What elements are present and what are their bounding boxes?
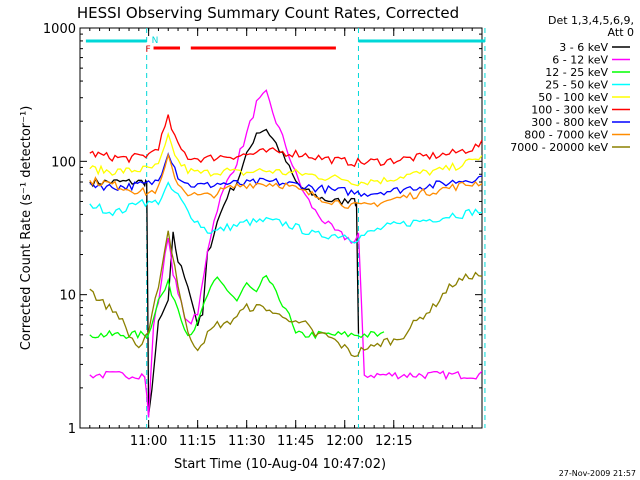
- x-axis: 11:00 11:15 11:30 11:45 12:00 12:15: [79, 28, 483, 449]
- x-tick-label: 11:45: [277, 434, 314, 449]
- series-line-3: [89, 181, 482, 244]
- x-axis-label: Start Time (10-Aug-04 10:47:02): [174, 457, 386, 472]
- legend-entry-label: 800 - 7000 keV: [524, 129, 608, 142]
- series-line-1: [89, 89, 482, 418]
- legend-entry-label: 6 - 12 keV: [552, 54, 608, 67]
- legend-entry-label: 100 - 300 keV: [531, 104, 608, 117]
- legend-entry-label: 12 - 25 keV: [545, 66, 608, 79]
- y-tick-label: 1000: [43, 22, 76, 37]
- legend-header-line1: Det 1,3,4,5,6,9,: [548, 14, 634, 27]
- y-tick-label: 100: [51, 155, 76, 170]
- flag-label-F: F: [146, 45, 151, 55]
- series-line-2: [89, 274, 385, 340]
- flag-bars: FN: [85, 28, 486, 428]
- legend-entry-label: 3 - 6 keV: [559, 41, 608, 54]
- series-line-6: [89, 152, 482, 198]
- footer-timestamp: 27-Nov-2009 21:57: [559, 469, 636, 478]
- plot-frame: [79, 27, 483, 429]
- y-tick-label: 1: [68, 422, 76, 437]
- legend-entry-label: 300 - 800 keV: [531, 116, 608, 129]
- series-line-0: [89, 128, 360, 416]
- x-tick-label: 11:30: [228, 434, 265, 449]
- legend-entry-label: 7000 - 20000 keV: [510, 141, 608, 154]
- legend-entry-label: 50 - 100 keV: [538, 91, 608, 104]
- series-line-8: [89, 230, 482, 358]
- x-tick-label: 12:00: [326, 434, 363, 449]
- y-axis-label: Corrected Count Rate (s⁻¹ detector⁻¹): [19, 106, 34, 351]
- series-line-4: [89, 131, 482, 187]
- chart-title: HESSI Observing Summary Count Rates, Cor…: [77, 4, 459, 22]
- y-axis: 1 10 100 1000: [43, 22, 482, 437]
- legend-entry-label: 25 - 50 keV: [545, 79, 608, 92]
- legend-header-line2: Att 0: [608, 26, 634, 39]
- x-tick-label: 11:15: [179, 434, 216, 449]
- flag-label-N: N: [152, 36, 159, 46]
- y-tick-label: 10: [59, 289, 76, 304]
- series-line-5: [89, 114, 482, 168]
- x-tick-label: 12:15: [375, 434, 412, 449]
- series-line-7: [89, 152, 482, 210]
- x-tick-label: 11:00: [130, 434, 167, 449]
- series-group: [89, 89, 482, 418]
